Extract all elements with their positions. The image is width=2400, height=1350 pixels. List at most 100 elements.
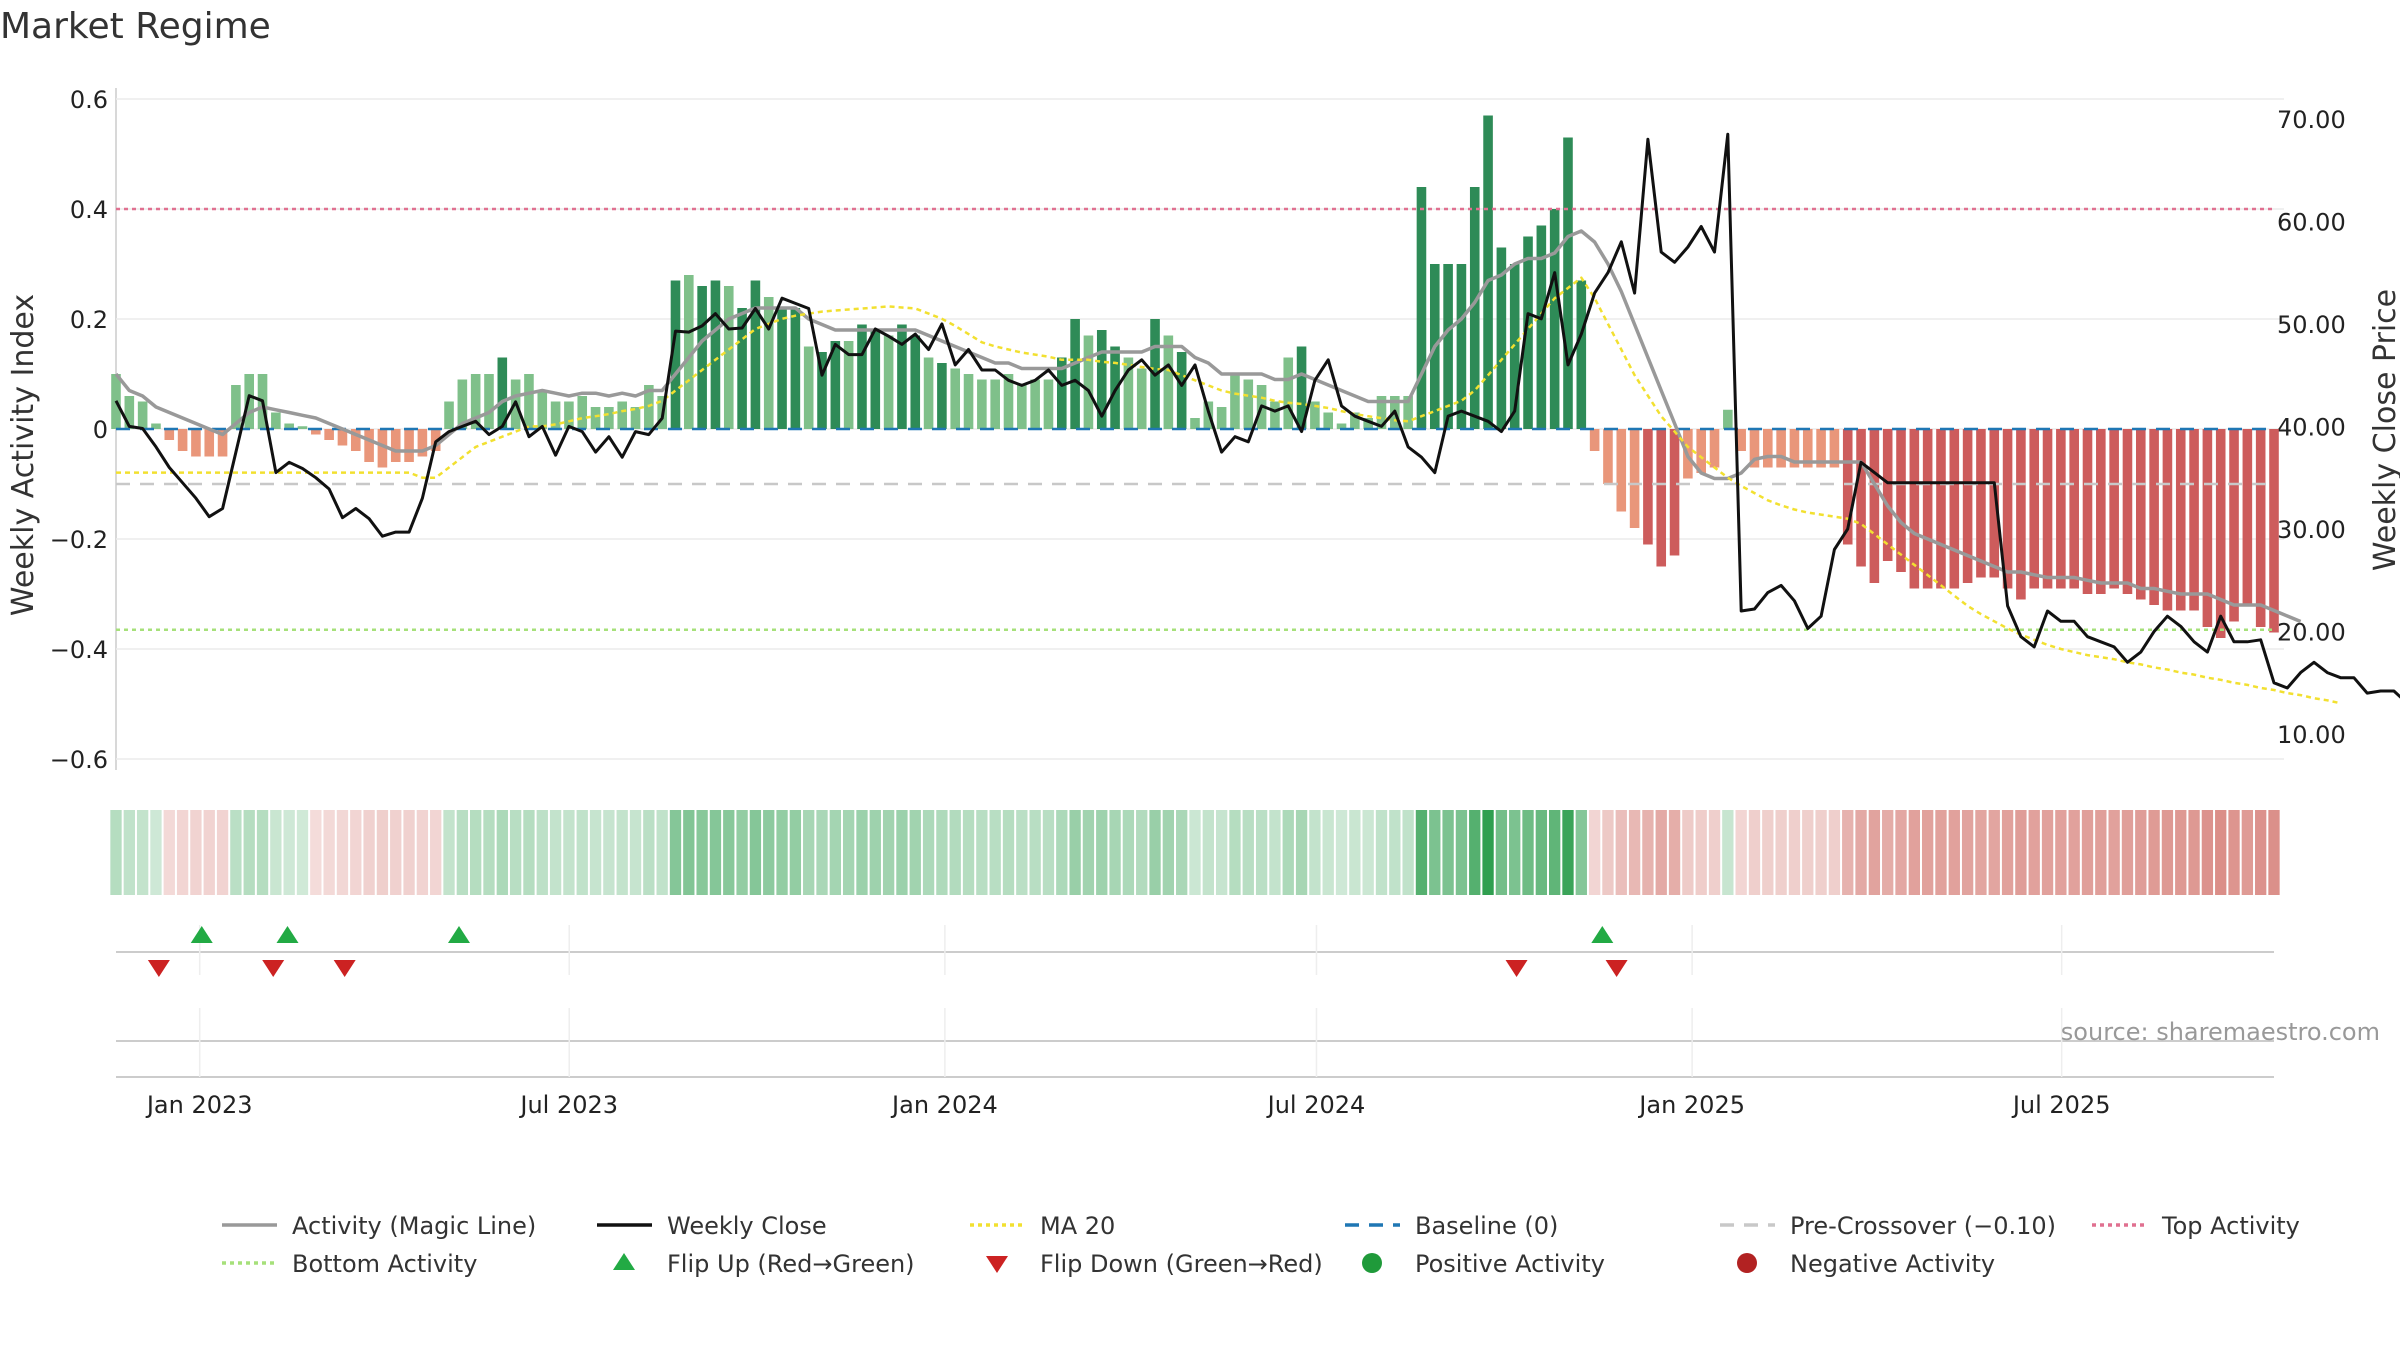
activity-bar bbox=[883, 335, 894, 429]
green-circle-icon bbox=[1362, 1253, 1382, 1273]
strip-cell bbox=[989, 810, 1001, 895]
activity-bar bbox=[1323, 412, 1334, 429]
activity-bar bbox=[1163, 335, 1174, 429]
strip-cell bbox=[1615, 810, 1627, 895]
strip-cell bbox=[470, 810, 482, 895]
strip-cell bbox=[509, 810, 522, 895]
strip-cell bbox=[1402, 810, 1414, 895]
activity-bar bbox=[324, 429, 334, 440]
strip-cell bbox=[563, 810, 575, 895]
activity-bar bbox=[1989, 429, 2000, 578]
activity-bar bbox=[1842, 429, 1853, 545]
strip-cell bbox=[1815, 810, 1827, 895]
y-left-tick-label: −0.2 bbox=[50, 526, 108, 554]
legend-label: Negative Activity bbox=[1790, 1250, 1995, 1278]
strip-cell bbox=[683, 810, 695, 895]
activity-bar bbox=[1296, 346, 1307, 429]
activity-bar bbox=[1763, 429, 1773, 468]
activity-bar bbox=[337, 429, 348, 446]
activity-bar bbox=[1310, 401, 1320, 429]
y-right-tick-label: 10.00 bbox=[2277, 721, 2346, 749]
strip-cell bbox=[2001, 810, 2014, 895]
flip-down-marker bbox=[1505, 960, 1528, 977]
strip-cell bbox=[1002, 810, 1015, 895]
strip-cell bbox=[1655, 810, 1667, 895]
y-right-axis-label: Weekly Close Price bbox=[2368, 289, 2400, 571]
strip-cell bbox=[1682, 810, 1694, 895]
strip-cell bbox=[1668, 810, 1681, 895]
strip-cell bbox=[936, 810, 948, 895]
y-right-tick-label: 30.00 bbox=[2277, 516, 2346, 544]
activity-bar bbox=[2042, 429, 2053, 589]
y-left-axis-label: Weekly Activity Index bbox=[6, 294, 41, 616]
legend-item: Activity (Magic Line) bbox=[222, 1212, 536, 1240]
activity-bar bbox=[497, 357, 508, 429]
strip-cell bbox=[2241, 810, 2254, 895]
strip-cell bbox=[2161, 810, 2174, 895]
activity-bar bbox=[577, 396, 588, 429]
strip-cell bbox=[1349, 810, 1361, 895]
activity-bar bbox=[617, 401, 627, 429]
strip-cell bbox=[2015, 810, 2027, 895]
activity-bar bbox=[723, 286, 734, 429]
strip-cell bbox=[896, 810, 908, 895]
strip-cell bbox=[1215, 810, 1228, 895]
activity-bar bbox=[630, 407, 641, 429]
activity-bar bbox=[790, 308, 801, 429]
strip-cell bbox=[1229, 810, 1241, 895]
strip-cell bbox=[2268, 810, 2280, 895]
strip-cell bbox=[110, 810, 122, 895]
ma20-series bbox=[116, 276, 2341, 705]
strip-cell bbox=[1935, 810, 1947, 895]
activity-bar bbox=[2202, 429, 2213, 627]
flip-down-marker bbox=[333, 960, 356, 977]
x-tick-label: Jul 2023 bbox=[518, 1091, 618, 1119]
strip-cell bbox=[1162, 810, 1175, 895]
activity-bar bbox=[1336, 423, 1347, 429]
strip-cell bbox=[869, 810, 881, 895]
strip-cell bbox=[1295, 810, 1308, 895]
strip-cell bbox=[1975, 810, 1987, 895]
activity-bar bbox=[191, 429, 201, 457]
activity-bar bbox=[710, 280, 721, 429]
strip-cell bbox=[576, 810, 588, 895]
strip-cell bbox=[1575, 810, 1587, 895]
strip-cell bbox=[350, 810, 362, 895]
activity-bar bbox=[1882, 429, 1893, 561]
activity-bar bbox=[1003, 374, 1014, 429]
activity-bar bbox=[1949, 429, 1960, 589]
legend-item: Top Activity bbox=[2092, 1212, 2300, 1240]
strip-cell bbox=[1082, 810, 1095, 895]
strip-cell bbox=[1908, 810, 1920, 895]
activity-bar bbox=[1896, 429, 1906, 572]
bottom-panel: Jan 2023 Jul 2023 Jan 2024 Jul 2024 Jan 2025… bbox=[116, 1008, 2274, 1119]
red-circle-icon bbox=[1737, 1253, 1757, 1273]
activity-bar bbox=[2162, 429, 2173, 611]
activity-bar bbox=[870, 330, 881, 429]
activity-bar bbox=[604, 407, 614, 429]
strip-cell bbox=[1189, 810, 1201, 895]
legend-item: Bottom Activity bbox=[222, 1250, 477, 1278]
activity-bar bbox=[2002, 429, 2013, 589]
y-right-tick-label: 40.00 bbox=[2277, 413, 2346, 441]
activity-bar bbox=[857, 324, 867, 429]
activity-bar bbox=[1709, 429, 1720, 468]
activity-bar bbox=[217, 429, 228, 457]
strip-cell bbox=[456, 810, 469, 895]
strip-cell bbox=[430, 810, 442, 895]
flip-up-marker bbox=[1591, 926, 1614, 943]
strip-cell bbox=[1735, 810, 1747, 895]
activity-bar bbox=[2016, 429, 2026, 600]
flip-down-marker bbox=[147, 960, 170, 977]
strip-cell bbox=[709, 810, 722, 895]
strip-cell bbox=[1988, 810, 2000, 895]
activity-bar bbox=[1416, 187, 1427, 429]
strip-cell bbox=[283, 810, 295, 895]
activity-bar bbox=[231, 385, 241, 429]
activity-bar bbox=[350, 429, 361, 451]
activity-bar bbox=[1190, 418, 1200, 429]
flip-markers-panel bbox=[116, 925, 2274, 977]
strip-cell bbox=[2215, 810, 2227, 895]
strip-cell bbox=[1442, 810, 1454, 895]
strip-cell bbox=[696, 810, 708, 895]
